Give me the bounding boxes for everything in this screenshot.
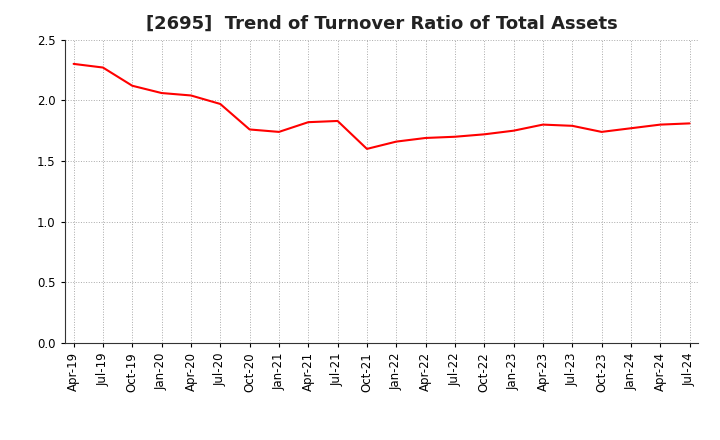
Title: [2695]  Trend of Turnover Ratio of Total Assets: [2695] Trend of Turnover Ratio of Total …: [145, 15, 618, 33]
